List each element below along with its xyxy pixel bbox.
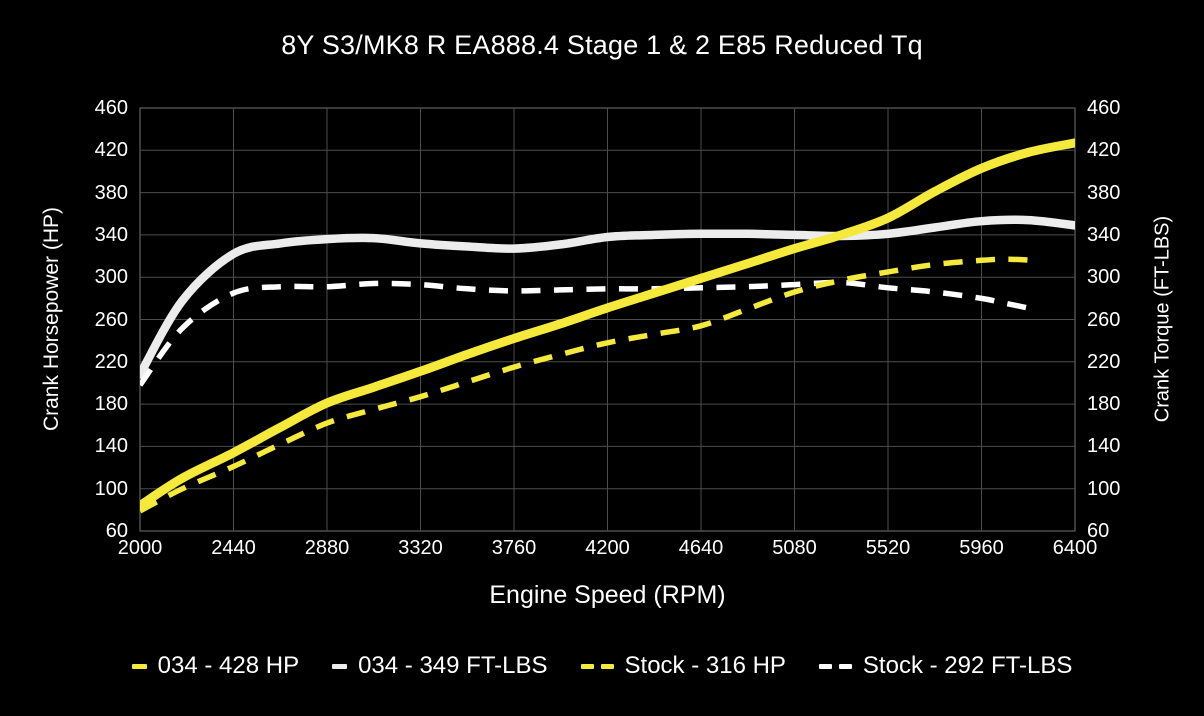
y-tick-left-380: 380 (94, 181, 128, 204)
x-tick-2880: 2880 (304, 537, 350, 559)
y-tick-right-380: 380 (1087, 181, 1121, 204)
legend-item-3: Stock - 292 FT-LBS (818, 652, 1073, 680)
legend-solid-line-icon (131, 663, 147, 669)
x-tick-4200: 4200 (585, 537, 630, 559)
y-tick-left-340: 340 (94, 223, 128, 246)
curve-stock-292-ft-lbs (140, 279, 1034, 387)
gridlines (139, 107, 1076, 532)
x-tick-3760: 3760 (491, 537, 537, 559)
legend-item-1: 034 - 349 FT-LBS (332, 652, 548, 680)
x-tick-5960: 5960 (959, 537, 1004, 559)
y-tick-right-340: 340 (1087, 223, 1121, 246)
y-tick-right-60: 60 (1087, 520, 1110, 542)
curve-034-349-ft-lbs (140, 215, 1075, 379)
y-tick-left-180: 180 (94, 393, 128, 416)
legend-label: 034 - 349 FT-LBS (358, 652, 548, 679)
y-tick-right-260: 260 (1087, 308, 1121, 331)
y-tick-right-300: 300 (1087, 266, 1121, 289)
legend: 034 - 428 HP 034 - 349 FT-LBS Stock - 316 … (0, 646, 1204, 686)
chart-title: 8Y S3/MK8 R EA888.4 Stage 1 & 2 E85 Redu… (281, 30, 923, 60)
y-tick-right-460: 460 (1087, 97, 1121, 119)
y-tick-left-140: 140 (94, 435, 128, 458)
y-tick-right-140: 140 (1087, 435, 1121, 458)
y-tick-right-220: 220 (1087, 350, 1121, 373)
x-tick-2000: 2000 (117, 537, 163, 559)
y-tick-left-220: 220 (94, 350, 128, 373)
y-tick-right-180: 180 (1087, 393, 1121, 416)
legend-label: 034 - 428 HP (157, 652, 300, 679)
legend-label: Stock - 292 FT-LBS (862, 652, 1073, 679)
x-tick-3320: 3320 (398, 537, 443, 559)
x-tick-2440: 2440 (211, 537, 256, 559)
legend-item-2: Stock - 316 HP (580, 652, 786, 680)
y-axis-left-title: Crank Horsepower (HP) (40, 206, 63, 432)
y-tick-left-300: 300 (94, 266, 128, 289)
y-tick-left-460: 460 (94, 97, 128, 119)
y-axis-right-title: Crank Torque (FT-LBS) (1151, 215, 1174, 423)
legend-dashed-line-icon (580, 663, 614, 669)
y-tick-left-260: 260 (94, 308, 128, 331)
x-tick-6400: 6400 (1052, 537, 1098, 559)
y-tick-right-100: 100 (1087, 477, 1121, 500)
y-tick-left-100: 100 (94, 477, 128, 500)
legend-label: Stock - 316 HP (624, 652, 786, 679)
plot-border (139, 107, 1076, 532)
x-tick-4640: 4640 (678, 537, 724, 559)
curve-034-428-hp (140, 138, 1075, 511)
y-tick-right-420: 420 (1087, 139, 1121, 162)
y-tick-left-420: 420 (94, 139, 128, 162)
y-tick-left-60: 60 (105, 520, 128, 542)
legend-solid-line-icon (332, 663, 348, 669)
x-axis-title: Engine Speed (RPM) (489, 581, 726, 609)
x-tick-5080: 5080 (772, 537, 817, 559)
x-tick-5520: 5520 (865, 537, 911, 559)
curve-stock-316-hp (140, 256, 1033, 514)
legend-item-0: 034 - 428 HP (131, 652, 300, 680)
legend-dashed-line-icon (818, 663, 852, 669)
